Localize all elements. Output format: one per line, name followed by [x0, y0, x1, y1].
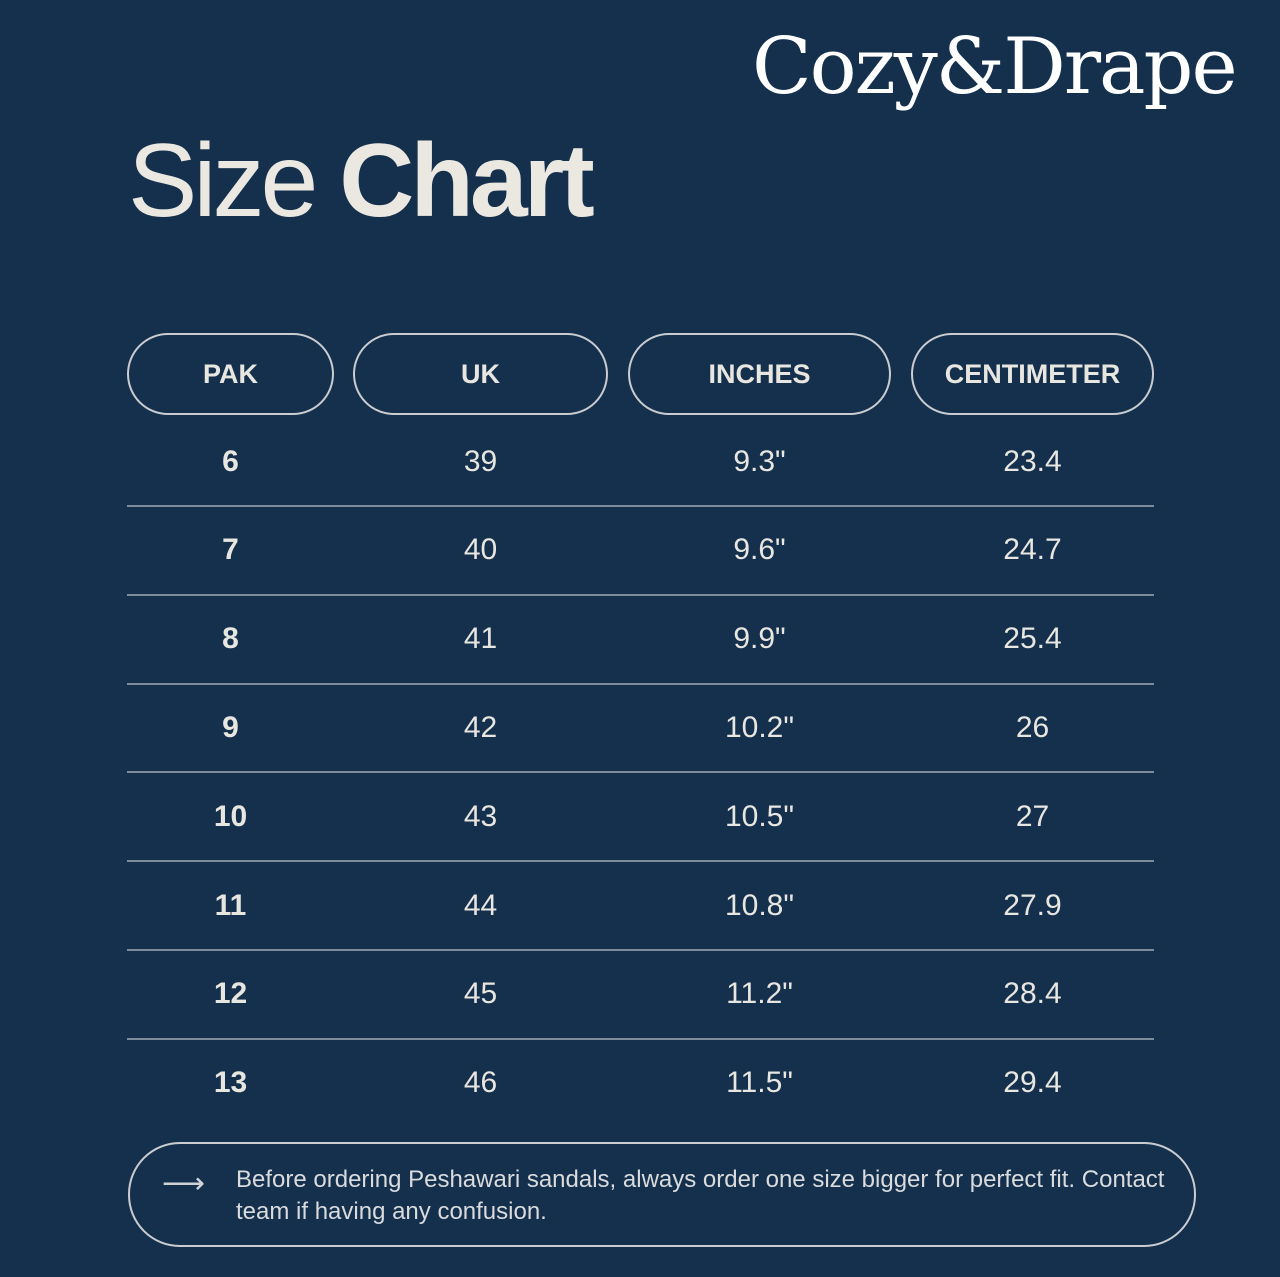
- cell-inches: 9.3": [733, 444, 786, 478]
- header-uk: UK: [353, 333, 608, 415]
- row-divider: [127, 593, 1154, 596]
- cell-inches: 9.6": [733, 533, 786, 567]
- note-text: Before ordering Peshawari sandals, alway…: [236, 1166, 1165, 1225]
- row-divider: [127, 1037, 1154, 1040]
- cell-pak: 12: [213, 977, 248, 1011]
- cell-centimeter: 29.4: [1003, 1066, 1062, 1100]
- cell-pak: 7: [222, 533, 239, 567]
- cell-pak: 11: [214, 888, 247, 922]
- arrow-right-icon: ⟶: [162, 1167, 206, 1200]
- cell-centimeter: 27.9: [1003, 888, 1062, 922]
- cell-centimeter: 25.4: [1003, 622, 1062, 656]
- cell-inches: 10.5": [724, 799, 795, 833]
- table-row: 9 42 10.2" 26: [127, 683, 1154, 772]
- cell-centimeter: 28.4: [1003, 977, 1062, 1011]
- cell-centimeter: 26: [1015, 710, 1050, 744]
- cell-pak: 8: [222, 622, 239, 656]
- cell-uk: 41: [463, 622, 498, 656]
- cell-centimeter: 27: [1015, 799, 1050, 833]
- cell-inches: 11.5": [726, 1066, 793, 1100]
- table-row: 8 41 9.9" 25.4: [127, 595, 1154, 684]
- cell-uk: 40: [463, 533, 498, 567]
- row-divider: [127, 682, 1154, 685]
- note-box: ⟶ Before ordering Peshawari sandals, alw…: [128, 1142, 1196, 1247]
- table-row: 12 45 11.2" 28.4: [127, 950, 1154, 1039]
- row-divider: [127, 771, 1154, 774]
- cell-uk: 39: [463, 444, 498, 478]
- cell-uk: 42: [463, 710, 498, 744]
- cell-uk: 43: [463, 799, 498, 833]
- table-row: 11 44 10.8" 27.9: [127, 861, 1154, 950]
- header-pak: PAK: [127, 333, 334, 415]
- cell-inches: 11.2": [726, 977, 793, 1011]
- row-divider: [127, 505, 1154, 507]
- cell-pak: 10: [213, 799, 248, 833]
- row-divider: [127, 949, 1154, 951]
- cell-inches: 10.2": [724, 710, 795, 744]
- row-divider: [127, 860, 1154, 863]
- cell-uk: 45: [463, 977, 498, 1011]
- header-centimeter: CENTIMETER: [911, 333, 1154, 415]
- cell-pak: 13: [213, 1066, 248, 1100]
- title-bold: Chart: [339, 123, 595, 239]
- table-row: 6 39 9.3" 23.4: [127, 417, 1154, 506]
- cell-inches: 10.8": [724, 888, 795, 922]
- cell-centimeter: 23.4: [1003, 444, 1062, 478]
- title-light: Size: [128, 123, 318, 239]
- table-row: 10 43 10.5" 27: [127, 772, 1154, 861]
- cell-centimeter: 24.7: [1003, 533, 1062, 567]
- cell-pak: 6: [222, 444, 239, 478]
- table-row: 13 46 11.5" 29.4: [127, 1039, 1154, 1128]
- header-inches: INCHES: [628, 333, 891, 415]
- cell-uk: 46: [463, 1066, 498, 1100]
- cell-inches: 9.9": [733, 622, 786, 656]
- cell-pak: 9: [222, 710, 239, 744]
- page-title: Size Chart: [128, 122, 595, 241]
- cell-uk: 44: [463, 888, 498, 922]
- table-row: 7 40 9.6" 24.7: [127, 506, 1154, 595]
- brand-logo: Cozy&Drape: [752, 22, 1238, 112]
